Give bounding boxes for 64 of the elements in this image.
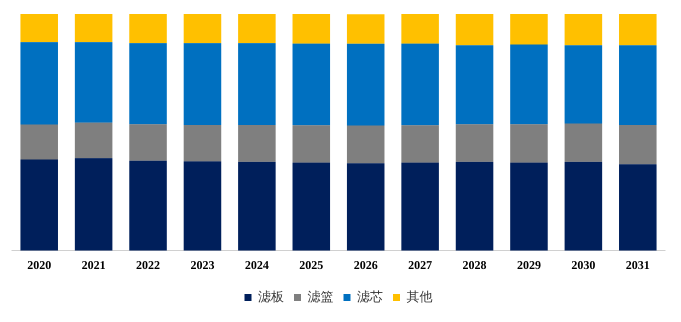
bar: [238, 124, 276, 162]
bar: [346, 163, 384, 251]
bar: [510, 124, 548, 163]
bar: [456, 45, 494, 124]
bar: [564, 14, 602, 46]
bar: [74, 14, 112, 42]
x-tick-label: 2023: [190, 258, 214, 272]
bar: [238, 43, 276, 125]
x-tick-label: 2027: [408, 258, 432, 272]
bar: [74, 42, 112, 123]
bar: [619, 14, 657, 46]
bar: [510, 162, 548, 251]
bar: [129, 43, 167, 124]
bar: [129, 124, 167, 161]
bar: [74, 122, 112, 158]
bar: [564, 162, 602, 251]
bar: [619, 164, 657, 251]
bar: [292, 44, 330, 126]
bar: [292, 14, 330, 44]
bar: [510, 44, 548, 124]
bar: [401, 44, 439, 126]
bar: [564, 45, 602, 124]
bar: [238, 14, 276, 44]
bar: [401, 125, 439, 163]
bar: [74, 158, 112, 251]
bar: [20, 14, 58, 42]
bar: [456, 162, 494, 251]
bar: [129, 160, 167, 251]
bar: [456, 14, 494, 46]
bar: [346, 14, 384, 44]
legend-label: 滤篮: [308, 288, 334, 304]
x-tick-label: 2025: [299, 258, 324, 272]
bar: [456, 124, 494, 162]
x-tick-label: 2026: [354, 258, 378, 272]
bar: [346, 125, 384, 164]
bar: [184, 14, 222, 44]
x-tick-label: 2029: [516, 258, 541, 272]
legend-label: 滤板: [258, 288, 284, 304]
bar: [129, 14, 167, 44]
x-tick-label: 2028: [462, 258, 487, 272]
bar: [619, 45, 657, 125]
bar: [292, 125, 330, 163]
x-tick-label: 2030: [571, 258, 596, 272]
bar: [20, 42, 58, 124]
bar: [401, 162, 439, 251]
bar: [184, 161, 222, 251]
bar: [20, 160, 58, 251]
bar: [292, 162, 330, 251]
x-tick-label: 2022: [136, 258, 160, 272]
x-tick-label: 2021: [82, 258, 106, 272]
bar: [401, 14, 439, 44]
bar: [184, 124, 222, 162]
x-tick-label: 2031: [626, 258, 650, 272]
legend-label: 其他: [406, 288, 432, 304]
bar: [564, 124, 602, 162]
bar: [619, 124, 657, 164]
bar: [346, 44, 384, 126]
bar: [20, 124, 58, 160]
bar: [510, 14, 548, 45]
x-tick-label: 2020: [27, 258, 52, 272]
bar: [184, 43, 222, 125]
x-tick-label: 2024: [244, 258, 269, 272]
bar: [238, 162, 276, 251]
legend-label: 滤芯: [357, 288, 383, 304]
